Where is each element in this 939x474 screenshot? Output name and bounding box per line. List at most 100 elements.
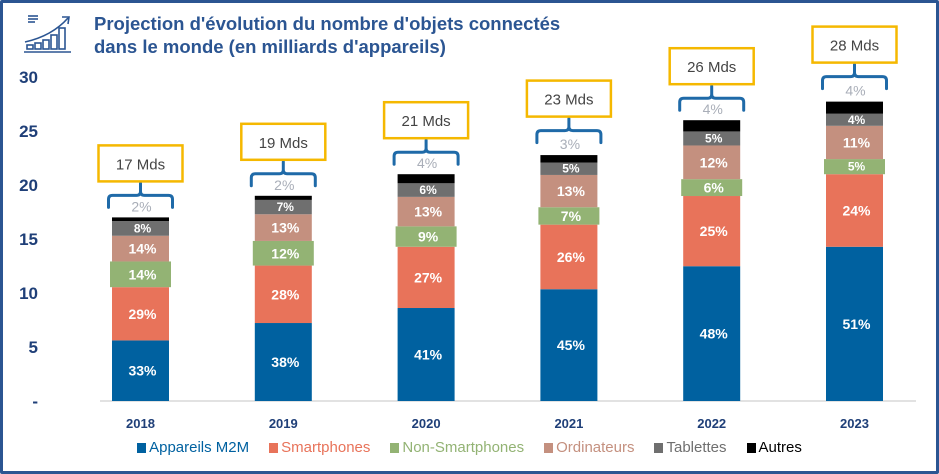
data-label: 45% <box>557 337 586 353</box>
bar-segment <box>252 240 314 266</box>
bar-segment <box>683 131 741 146</box>
bar-segment <box>397 196 455 227</box>
legend-swatch <box>137 443 147 453</box>
data-label: 13% <box>557 183 586 199</box>
bar-segment <box>826 101 883 114</box>
bar-segment <box>538 207 600 225</box>
data-label-autres: 4% <box>417 155 437 171</box>
legend-item: Non-Smartphones <box>390 439 524 456</box>
y-tick-label: 5 <box>29 338 38 357</box>
data-label: 26% <box>557 249 586 265</box>
bar-segment <box>254 265 312 324</box>
bar-stack-2021: 45% 26% 7% 13% 5% 3% 23 Mds <box>525 79 613 401</box>
y-tick-label: 10 <box>19 284 38 303</box>
y-tick-label: 15 <box>19 230 38 249</box>
bar-segment <box>254 195 312 200</box>
data-label: 12% <box>700 154 729 170</box>
bar-segment <box>112 217 169 222</box>
x-tick-label: 2018 <box>126 416 155 431</box>
total-label: 17 Mds <box>116 156 165 173</box>
bar-segment <box>540 155 598 163</box>
bar-segment <box>112 340 169 401</box>
legend-item: Autres <box>746 439 802 456</box>
bar-segment <box>395 226 457 247</box>
brace-icon <box>249 160 317 188</box>
data-label: 38% <box>271 354 300 370</box>
data-label: 5% <box>848 160 866 174</box>
total-label: 21 Mds <box>401 113 450 130</box>
data-label: 7% <box>277 200 295 214</box>
total-box <box>97 144 184 183</box>
legend: Appareils M2M Smartphones Non-Smartphones O… <box>0 439 939 456</box>
y-tick-label: - <box>32 392 38 411</box>
brace-icon <box>535 117 603 145</box>
legend-swatch <box>654 443 664 453</box>
legend-label: Tablettes <box>666 439 727 456</box>
brace-icon <box>821 63 888 91</box>
data-label: 4% <box>848 113 866 127</box>
bar-segment <box>112 221 169 236</box>
bar-segment <box>254 323 312 401</box>
legend-swatch <box>544 443 554 453</box>
bar-segment <box>826 174 883 247</box>
bar-segment <box>112 287 169 341</box>
y-tick-label: 30 <box>19 68 38 87</box>
bar-segment <box>540 162 598 175</box>
bar-segment <box>397 183 455 197</box>
total-label: 26 Mds <box>687 59 736 76</box>
total-box <box>811 25 898 64</box>
bar-segment <box>826 125 883 160</box>
bar-segment <box>826 246 883 401</box>
data-label-autres: 4% <box>703 101 723 117</box>
total-box <box>525 79 613 118</box>
bars: 33% 29% 14% 14% 8% 2% 17 Mds 38% 28% 12% 13% 7% 2% 19… <box>97 25 898 401</box>
data-label: 9% <box>418 229 439 245</box>
bar-segment <box>397 308 455 401</box>
bar-segment <box>110 261 171 288</box>
data-label: 25% <box>700 223 729 239</box>
x-axis: 2018 2019 2020 2021 2022 2023 <box>126 416 869 431</box>
data-label: 51% <box>842 316 871 332</box>
data-label-autres: 2% <box>131 198 151 214</box>
y-tick-label: 25 <box>19 122 38 141</box>
bar-segment <box>254 199 312 215</box>
legend-swatch <box>269 443 279 453</box>
bar-segment <box>254 214 312 241</box>
legend-swatch <box>746 443 756 453</box>
bar-segment <box>826 113 883 126</box>
x-tick-label: 2020 <box>412 416 441 431</box>
legend-swatch <box>390 443 400 453</box>
bar-stack-2022: 48% 25% 6% 12% 5% 4% 26 Mds <box>668 46 755 401</box>
x-tick-label: 2022 <box>697 416 726 431</box>
data-label: 5% <box>562 162 580 176</box>
data-label: 33% <box>128 363 157 379</box>
legend-item: Appareils M2M <box>137 439 249 456</box>
chart-title-line1: Projection d'évolution du nombre d'objet… <box>94 13 561 34</box>
data-label: 5% <box>705 131 723 145</box>
bar-segment <box>397 174 455 184</box>
legend-item: Smartphones <box>269 439 370 456</box>
data-label-autres: 4% <box>845 83 865 99</box>
data-label: 48% <box>700 326 729 342</box>
bar-stack-2020: 41% 27% 9% 13% 6% 4% 21 Mds <box>382 100 470 401</box>
x-tick-label: 2019 <box>269 416 298 431</box>
data-label-autres: 2% <box>274 177 294 193</box>
chart-title: Projection d'évolution du nombre d'objet… <box>94 12 560 58</box>
bar-segment <box>397 246 455 309</box>
y-axis: - 5 10 15 20 25 30 <box>19 68 38 411</box>
bar-segment <box>681 179 743 197</box>
data-label-autres: 3% <box>560 136 580 152</box>
data-label: 7% <box>561 208 582 224</box>
bar-segment <box>112 235 169 262</box>
brace-icon <box>392 138 460 166</box>
chart-title-line2: dans le monde (en milliards d'appareils) <box>94 36 446 57</box>
total-label: 28 Mds <box>830 38 879 55</box>
legend-label: Appareils M2M <box>149 439 250 456</box>
growth-chart-icon <box>24 15 71 53</box>
legend-label: Ordinateurs <box>556 439 635 456</box>
bar-segment <box>683 120 741 132</box>
bar-segment <box>540 224 598 290</box>
total-box <box>382 100 470 140</box>
legend-label: Non-Smartphones <box>402 439 525 456</box>
